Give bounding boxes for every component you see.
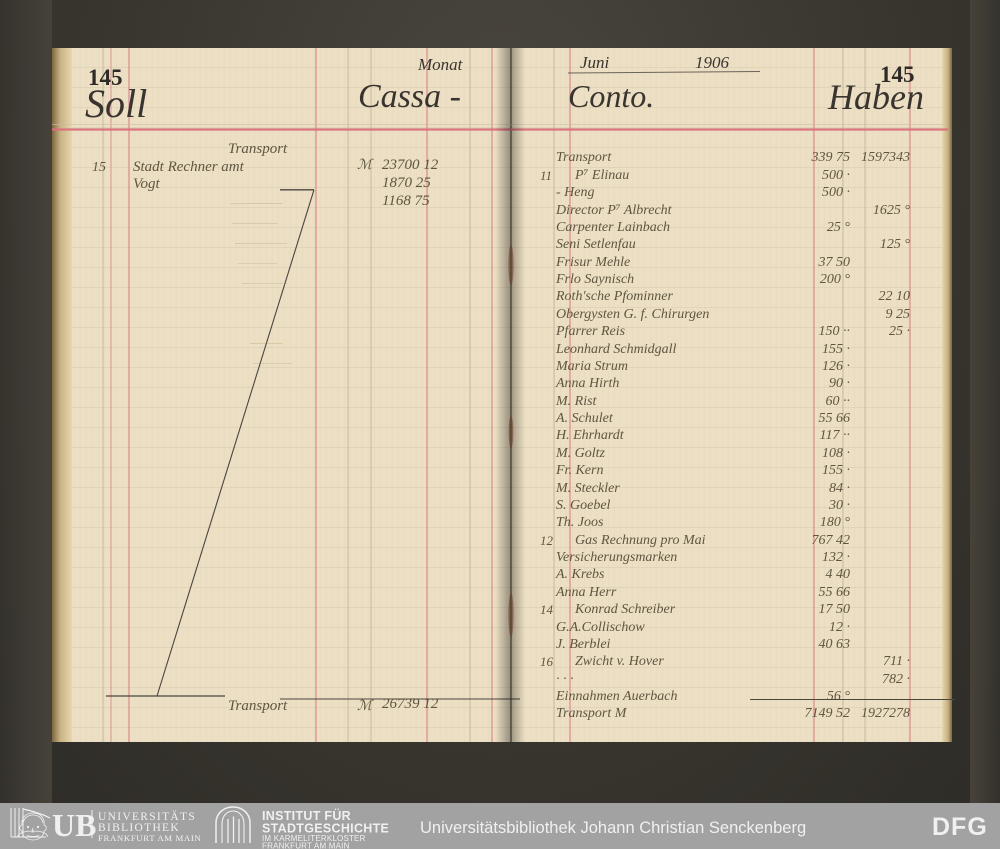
svg-text:UNIVERSITÄTS: UNIVERSITÄTS	[98, 809, 196, 823]
svg-text:UB: UB	[52, 807, 96, 843]
svg-text:Universitätsbibliothek Johann: Universitätsbibliothek Johann Christian …	[420, 819, 806, 837]
svg-text:FRANKFURT AM MAIN: FRANKFURT AM MAIN	[262, 842, 350, 849]
svg-text:FRANKFURT AM MAIN: FRANKFURT AM MAIN	[98, 833, 201, 843]
svg-text:DFG: DFG	[932, 813, 988, 841]
